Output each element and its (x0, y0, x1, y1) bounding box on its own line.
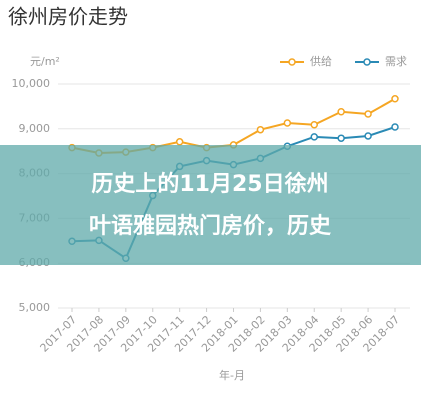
point (283, 119, 292, 127)
legend-label: 需求 (385, 55, 407, 68)
y-axis-label: 元/m² (30, 55, 60, 68)
banner-text: 叶语雅园热门房价，历史 (89, 213, 332, 239)
y-tick-label: 9,000 (19, 122, 51, 135)
point (175, 138, 184, 146)
y-tick-label: 5,000 (19, 301, 51, 314)
legend-marker (363, 58, 371, 66)
x-axis-label: 年-月 (219, 368, 245, 382)
point (364, 132, 372, 140)
legend-label: 供给 (310, 54, 332, 68)
chart-title: 徐州房价走势 (8, 5, 128, 29)
point (337, 134, 345, 142)
y-tick-label: 10,000 (12, 77, 51, 90)
point (256, 125, 265, 134)
point (364, 110, 372, 118)
banner (0, 145, 421, 265)
point (337, 108, 345, 116)
legend-marker (288, 58, 296, 66)
point (310, 121, 318, 129)
banner-text: 历史上的11月25日徐州 (91, 171, 328, 197)
point (391, 123, 399, 131)
point (391, 95, 399, 103)
point (310, 133, 318, 141)
